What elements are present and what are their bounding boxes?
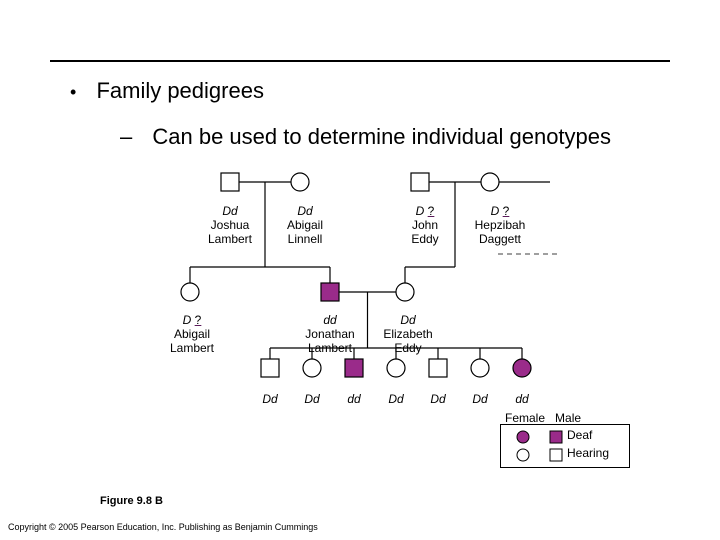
person-label-hepzibah: D ?HepzibahDaggett	[470, 205, 530, 246]
legend-female: Female	[505, 411, 545, 425]
pedigree-female	[471, 359, 489, 377]
person-label-abigailLam: D ?AbigailLambert	[162, 314, 222, 355]
gen3-genotype-5: Dd	[465, 392, 495, 406]
copyright: Copyright © 2005 Pearson Education, Inc.…	[8, 522, 318, 532]
gen3-genotype-1: Dd	[297, 392, 327, 406]
person-label-joshua: DdJoshuaLambert	[200, 205, 260, 246]
legend-deaf: Deaf	[567, 428, 592, 442]
pedigree-female	[513, 359, 531, 377]
gen3-genotype-4: Dd	[423, 392, 453, 406]
legend-box: Deaf Hearing	[500, 424, 630, 468]
legend-title: Female Male	[505, 411, 581, 425]
pedigree-female	[396, 283, 414, 301]
pedigree-male	[261, 359, 279, 377]
pedigree-female	[181, 283, 199, 301]
pedigree-male	[221, 173, 239, 191]
pedigree-female	[303, 359, 321, 377]
person-label-elizabeth: DdElizabethEddy	[378, 314, 438, 355]
pedigree-female	[481, 173, 499, 191]
figure-label: Figure 9.8 B	[100, 495, 163, 507]
pedigree-male	[321, 283, 339, 301]
person-label-abigailL: DdAbigailLinnell	[275, 205, 335, 246]
pedigree-female	[291, 173, 309, 191]
pedigree-male	[429, 359, 447, 377]
person-label-john: D ?JohnEddy	[395, 205, 455, 246]
person-label-jonathan: ddJonathanLambert	[300, 314, 360, 355]
pedigree-male	[345, 359, 363, 377]
gen3-genotype-0: Dd	[255, 392, 285, 406]
legend-hearing: Hearing	[567, 446, 609, 460]
pedigree-male	[411, 173, 429, 191]
pedigree-female	[387, 359, 405, 377]
legend-male: Male	[555, 411, 581, 425]
gen3-genotype-6: dd	[507, 392, 537, 406]
gen3-genotype-2: dd	[339, 392, 369, 406]
gen3-genotype-3: Dd	[381, 392, 411, 406]
